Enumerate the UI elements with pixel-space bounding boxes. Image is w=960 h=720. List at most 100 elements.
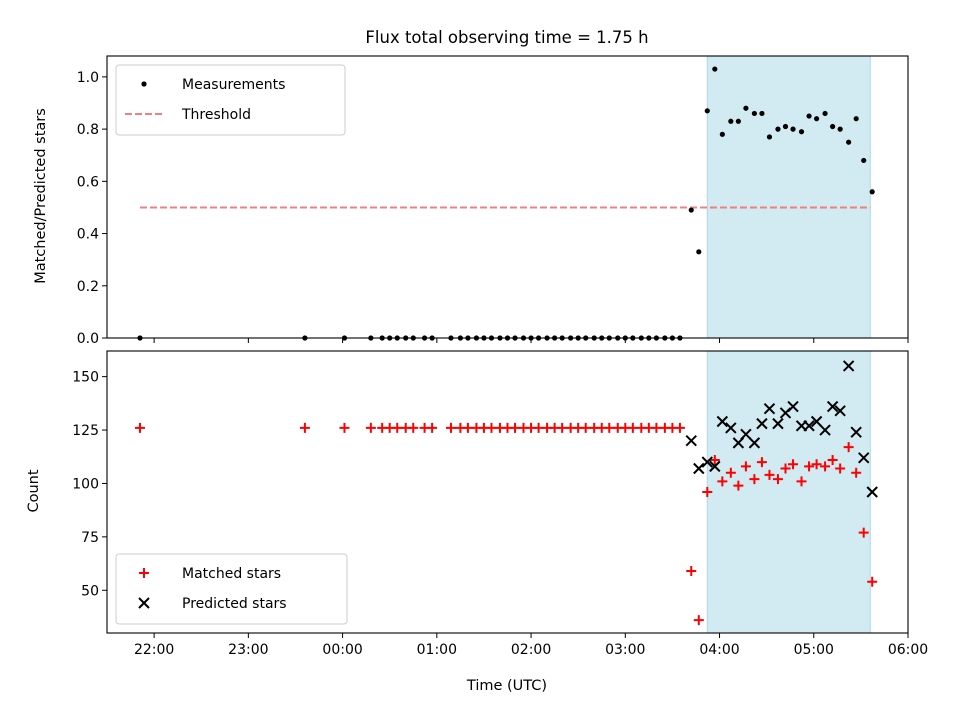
point-matched-stars-3 xyxy=(365,422,376,433)
x-tick-label: 23:00 xyxy=(228,642,268,658)
y-tick-label: 0.0 xyxy=(77,331,99,347)
point-matched-stars-34 xyxy=(627,422,638,433)
point-predicted-stars-19 xyxy=(834,405,846,417)
point-measurements-60 xyxy=(837,126,843,132)
point-matched-stars-54 xyxy=(788,459,799,470)
point-predicted-stars-7 xyxy=(740,428,752,441)
y-tick-label: 100 xyxy=(72,476,99,492)
point-measurements-49 xyxy=(751,110,757,117)
point-measurements-42 xyxy=(696,249,702,255)
point-predicted-stars-11 xyxy=(772,417,784,430)
point-matched-stars-28 xyxy=(580,422,591,433)
point-matched-stars-16 xyxy=(486,422,497,433)
y-tick-label: 0.4 xyxy=(77,227,99,243)
point-measurements-43 xyxy=(704,108,710,114)
point-matched-stars-1 xyxy=(299,422,310,433)
x-tick-label: 04:00 xyxy=(699,642,739,658)
point-measurements-64 xyxy=(869,189,875,195)
point-matched-stars-46 xyxy=(725,467,736,478)
point-predicted-stars-0 xyxy=(685,435,697,447)
point-measurements-59 xyxy=(830,123,836,130)
panel-flux-ratio: 0.0 0.2 0.4 0.6 0.8 1.0 Measurements Threshold… xyxy=(33,55,909,347)
point-measurements-52 xyxy=(775,126,781,132)
point-predicted-stars-22 xyxy=(858,452,870,464)
point-measurements-56 xyxy=(806,113,812,119)
point-predicted-stars-23 xyxy=(866,486,878,498)
point-predicted-stars-21 xyxy=(850,426,862,438)
point-measurements-58 xyxy=(822,110,828,117)
point-predicted-stars-4 xyxy=(716,415,729,428)
point-measurements-55 xyxy=(798,129,805,135)
point-matched-stars-61 xyxy=(843,442,854,453)
legend-label-predicted-stars: Predicted stars xyxy=(182,596,287,612)
point-predicted-stars-15 xyxy=(803,420,815,432)
legend-handle-matched-stars xyxy=(139,568,149,578)
point-measurements-45 xyxy=(719,131,725,137)
point-predicted-stars-3 xyxy=(709,460,721,473)
point-measurements-51 xyxy=(766,134,773,140)
legend-bottom: Matched stars Predicted stars xyxy=(115,553,348,625)
point-matched-stars-53 xyxy=(780,463,791,474)
point-measurements-41 xyxy=(688,207,694,213)
point-matched-stars-47 xyxy=(733,480,744,491)
x-tick-label: 03:00 xyxy=(605,642,645,658)
point-matched-stars-6 xyxy=(392,422,403,433)
legend-label-threshold: Threshold xyxy=(181,107,251,123)
point-matched-stars-52 xyxy=(772,474,783,485)
point-measurements-44 xyxy=(712,66,718,72)
x-tick-label: 06:00 xyxy=(888,642,928,658)
x-tick-label: 05:00 xyxy=(794,642,834,658)
point-predicted-stars-9 xyxy=(756,417,768,430)
point-matched-stars-13 xyxy=(462,422,473,433)
point-matched-stars-11 xyxy=(445,422,456,433)
point-matched-stars-57 xyxy=(811,459,822,470)
point-matched-stars-0 xyxy=(134,422,145,433)
y-axis-label-bottom: Count xyxy=(26,469,42,512)
point-matched-stars-63 xyxy=(858,527,869,538)
x-tick-label: 22:00 xyxy=(134,642,174,658)
y-tick-label: 0.6 xyxy=(77,174,99,190)
y-tick-label: 150 xyxy=(72,370,99,386)
point-matched-stars-58 xyxy=(820,461,831,472)
observing-window-band xyxy=(706,350,871,634)
point-measurements-46 xyxy=(728,118,734,124)
y-tick-label: 0.2 xyxy=(77,279,99,295)
point-matched-stars-19 xyxy=(510,422,521,433)
point-measurements-48 xyxy=(743,105,749,111)
chart-title: Flux total observing time = 1.75 h xyxy=(365,28,648,47)
point-measurements-47 xyxy=(735,118,741,124)
point-predicted-stars-8 xyxy=(748,437,761,449)
point-matched-stars-64 xyxy=(867,576,878,587)
point-predicted-stars-13 xyxy=(787,400,799,413)
point-matched-stars-48 xyxy=(740,461,751,472)
series-matched-stars xyxy=(134,422,878,626)
point-matched-stars-50 xyxy=(756,457,767,468)
point-matched-stars-56 xyxy=(804,461,815,472)
point-predicted-stars-18 xyxy=(826,400,839,413)
point-predicted-stars-1 xyxy=(693,462,705,475)
plot-frame xyxy=(106,350,909,634)
point-matched-stars-59 xyxy=(827,454,838,465)
x-tick-label: 01:00 xyxy=(417,642,457,658)
y-tick-label: 1.0 xyxy=(77,70,99,86)
legend-handle-predicted-stars xyxy=(138,597,150,609)
legend-label-measurements: Measurements xyxy=(182,77,285,93)
point-matched-stars-49 xyxy=(749,474,760,485)
point-matched-stars-37 xyxy=(651,422,662,433)
observing-window-band xyxy=(706,55,871,339)
point-predicted-stars-5 xyxy=(725,422,737,434)
series-predicted-stars xyxy=(685,360,878,498)
point-matched-stars-60 xyxy=(835,463,846,474)
point-matched-stars-22 xyxy=(533,422,544,433)
legend-handle-measurements xyxy=(141,81,147,87)
point-measurements-62 xyxy=(853,116,859,122)
panel-star-counts: 50 75 100 125 150 22:00 23:00 00:00 01:00 02:00 03… xyxy=(26,350,928,658)
point-matched-stars-44 xyxy=(709,454,720,465)
point-matched-stars-31 xyxy=(604,422,615,433)
y-tick-label: 125 xyxy=(72,423,99,439)
point-measurements-63 xyxy=(861,157,867,164)
legend-label-matched-stars: Matched stars xyxy=(182,566,281,582)
point-measurements-54 xyxy=(790,126,796,132)
point-matched-stars-25 xyxy=(557,422,568,433)
y-tick-label: 0.8 xyxy=(77,122,99,138)
